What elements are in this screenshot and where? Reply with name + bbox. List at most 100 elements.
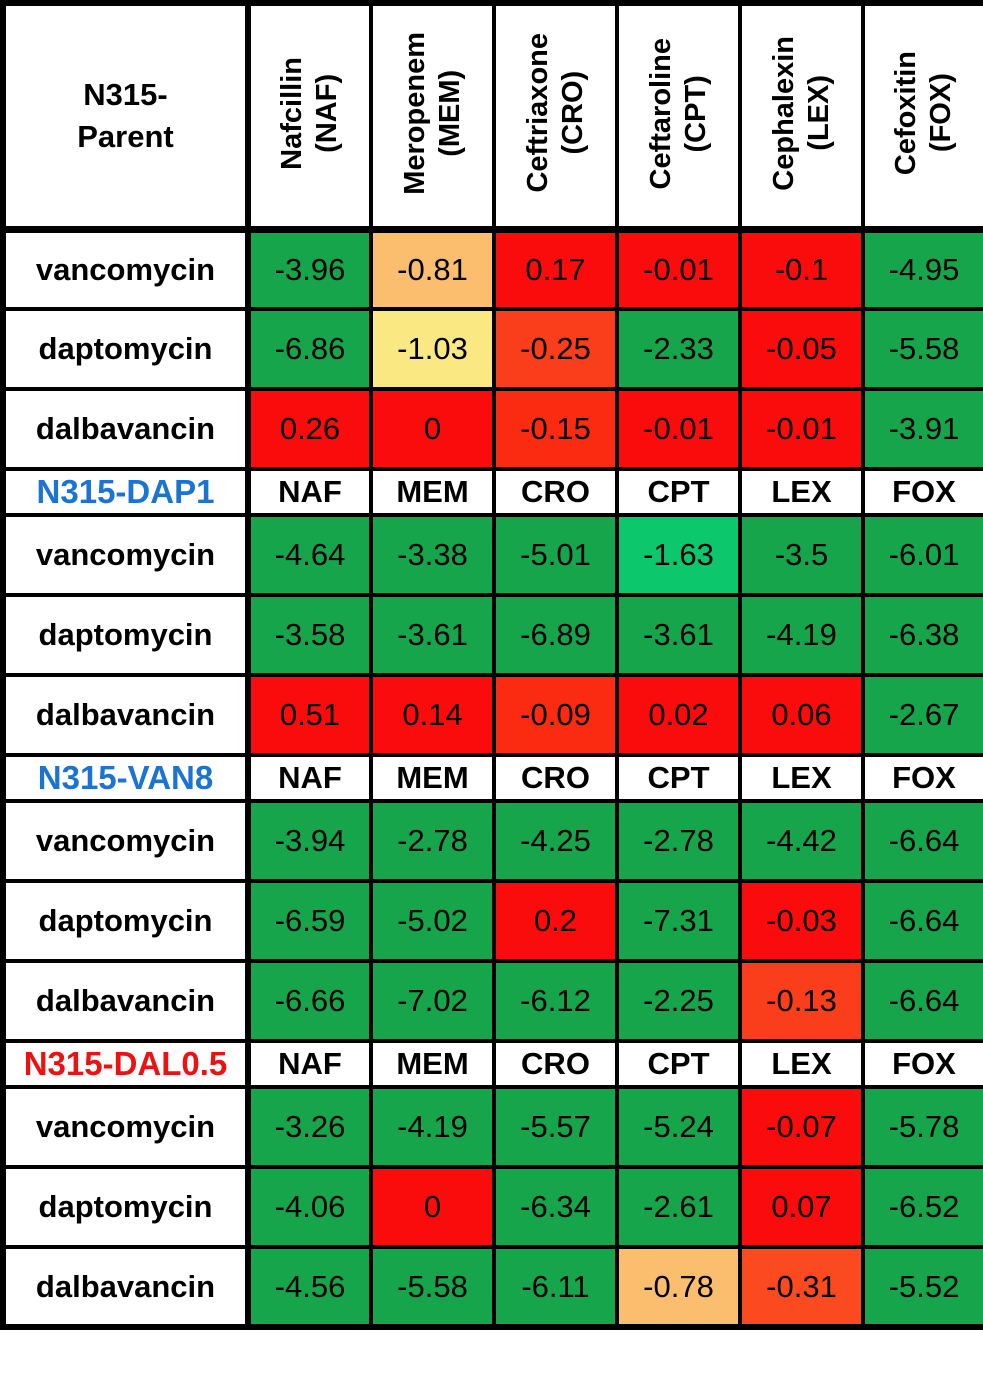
value-cell: -3.5 — [738, 513, 865, 597]
value-cell: -3.61 — [369, 593, 496, 677]
value-cell: -7.31 — [615, 879, 742, 963]
column-abbr-cell: CPT — [615, 1039, 742, 1089]
value-cell: -5.57 — [492, 1085, 619, 1169]
section-label: N315-DAL0.5 — [1, 1039, 251, 1089]
section-header-row: N315-VAN8 NAF MEM CRO CPT LEX FOX — [1, 753, 983, 803]
column-abbr-cell: MEM — [369, 753, 496, 803]
value-cell: -5.52 — [861, 1245, 983, 1329]
table-row: daptomycin -4.06 0 -6.34 -2.61 0.07 -6.52 — [1, 1165, 983, 1249]
column-header-lex: Cephalexin (LEX) — [738, 1, 865, 233]
column-abbr-cell: CRO — [492, 1039, 619, 1089]
section-header-row: N315-DAP1 NAF MEM CRO CPT LEX FOX — [1, 467, 983, 517]
value-cell: -3.94 — [246, 799, 373, 883]
heatmap-table: N315- Parent Nafcillin (NAF) Meropenem (M… — [0, 0, 983, 1330]
value-cell: -6.86 — [246, 307, 373, 391]
value-cell: -1.63 — [615, 513, 742, 597]
value-cell: -5.58 — [861, 307, 983, 391]
table-row: vancomycin -3.94 -2.78 -4.25 -2.78 -4.42 -6.64 — [1, 799, 983, 883]
column-abbr-cell: FOX — [861, 1039, 983, 1089]
column-header-fox: Cefoxitin (FOX) — [861, 1, 983, 233]
value-cell: 0.17 — [492, 227, 619, 311]
table-row: dalbavancin 0.26 0 -0.15 -0.01 -0.01 -3.91 — [1, 387, 983, 471]
value-cell: -3.96 — [246, 227, 373, 311]
row-label: daptomycin — [1, 307, 251, 391]
value-cell: -2.33 — [615, 307, 742, 391]
column-header-label: Ceftaroline (CPT) — [644, 37, 712, 189]
table-row: vancomycin -3.96 -0.81 0.17 -0.01 -0.1 -4.95 — [1, 227, 983, 311]
column-header-label: Cephalexin (LEX) — [767, 35, 835, 191]
column-abbr-cell: CRO — [492, 467, 619, 517]
row-label: vancomycin — [1, 227, 251, 311]
corner-header-cell: N315- Parent — [1, 1, 251, 233]
table-row: dalbavancin -6.66 -7.02 -6.12 -2.25 -0.13 -6.6… — [1, 959, 983, 1043]
value-cell: 0 — [369, 387, 496, 471]
value-cell: -5.78 — [861, 1085, 983, 1169]
value-cell: -4.19 — [369, 1085, 496, 1169]
value-cell: -3.91 — [861, 387, 983, 471]
column-abbr-cell: CPT — [615, 753, 742, 803]
row-label: dalbavancin — [1, 387, 251, 471]
table-row: daptomycin -6.86 -1.03 -0.25 -2.33 -0.05 -5.58 — [1, 307, 983, 391]
value-cell: -3.38 — [369, 513, 496, 597]
value-cell: -6.66 — [246, 959, 373, 1043]
value-cell: -0.81 — [369, 227, 496, 311]
table-row: vancomycin -3.26 -4.19 -5.57 -5.24 -0.07 -5.78 — [1, 1085, 983, 1169]
row-label: daptomycin — [1, 593, 251, 677]
value-cell: 0.51 — [246, 673, 373, 757]
column-header-cpt: Ceftaroline (CPT) — [615, 1, 742, 233]
heatmap-body: vancomycin -3.96 -0.81 0.17 -0.01 -0.1 -4.95 da… — [1, 227, 983, 1329]
row-label: vancomycin — [1, 1085, 251, 1169]
column-abbr-cell: CPT — [615, 467, 742, 517]
column-header-label: Ceftriaxone (CRO) — [521, 33, 589, 194]
value-cell: 0 — [369, 1165, 496, 1249]
column-abbr-cell: NAF — [246, 467, 373, 517]
table-row: vancomycin -4.64 -3.38 -5.01 -1.63 -3.5 -6.01 — [1, 513, 983, 597]
column-abbr-cell: LEX — [738, 467, 865, 517]
value-cell: -7.02 — [369, 959, 496, 1043]
heatmap-figure: N315- Parent Nafcillin (NAF) Meropenem (M… — [0, 0, 983, 1330]
value-cell: 0.2 — [492, 879, 619, 963]
value-cell: -6.59 — [246, 879, 373, 963]
table-row: daptomycin -3.58 -3.61 -6.89 -3.61 -4.19 -6.38 — [1, 593, 983, 677]
section-label: N315-DAP1 — [1, 467, 251, 517]
value-cell: 0.02 — [615, 673, 742, 757]
value-cell: -0.13 — [738, 959, 865, 1043]
value-cell: -6.64 — [861, 879, 983, 963]
value-cell: -4.42 — [738, 799, 865, 883]
table-row: dalbavancin -4.56 -5.58 -6.11 -0.78 -0.31 -5.5… — [1, 1245, 983, 1329]
value-cell: -6.12 — [492, 959, 619, 1043]
value-cell: -2.67 — [861, 673, 983, 757]
column-abbr-cell: MEM — [369, 1039, 496, 1089]
column-abbr-cell: NAF — [246, 1039, 373, 1089]
value-cell: 0.26 — [246, 387, 373, 471]
value-cell: 0.06 — [738, 673, 865, 757]
value-cell: -5.58 — [369, 1245, 496, 1329]
column-header-label: Nafcillin (NAF) — [276, 56, 343, 170]
value-cell: -6.52 — [861, 1165, 983, 1249]
value-cell: -2.78 — [615, 799, 742, 883]
row-label: dalbavancin — [1, 673, 251, 757]
column-abbr-cell: CRO — [492, 753, 619, 803]
value-cell: -5.02 — [369, 879, 496, 963]
value-cell: -0.15 — [492, 387, 619, 471]
table-row: dalbavancin 0.51 0.14 -0.09 0.02 0.06 -2.67 — [1, 673, 983, 757]
value-cell: -6.11 — [492, 1245, 619, 1329]
value-cell: -6.38 — [861, 593, 983, 677]
value-cell: -4.06 — [246, 1165, 373, 1249]
row-label: dalbavancin — [1, 959, 251, 1043]
row-label: vancomycin — [1, 513, 251, 597]
value-cell: -3.61 — [615, 593, 742, 677]
value-cell: -6.01 — [861, 513, 983, 597]
value-cell: -0.03 — [738, 879, 865, 963]
column-abbr-cell: MEM — [369, 467, 496, 517]
value-cell: -6.34 — [492, 1165, 619, 1249]
row-label: daptomycin — [1, 879, 251, 963]
column-abbr-cell: LEX — [738, 753, 865, 803]
row-label: dalbavancin — [1, 1245, 251, 1329]
section-header-row: N315-DAL0.5 NAF MEM CRO CPT LEX FOX — [1, 1039, 983, 1089]
value-cell: -0.01 — [738, 387, 865, 471]
row-label: vancomycin — [1, 799, 251, 883]
value-cell: -0.1 — [738, 227, 865, 311]
value-cell: -0.01 — [615, 227, 742, 311]
value-cell: -0.07 — [738, 1085, 865, 1169]
